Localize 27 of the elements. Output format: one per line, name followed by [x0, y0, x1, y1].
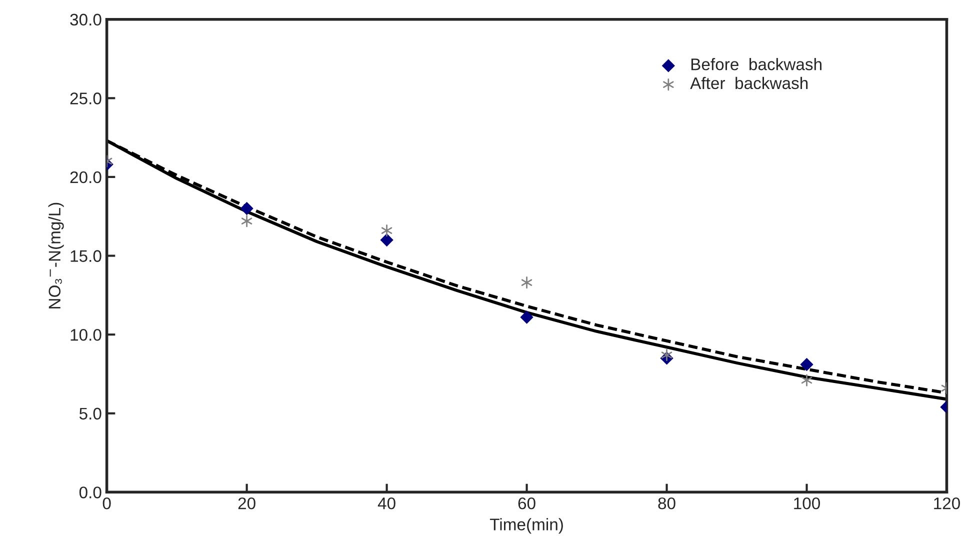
point	[380, 233, 394, 247]
point	[521, 276, 532, 289]
x-axis-title: Time(min)	[490, 518, 563, 534]
point	[241, 215, 252, 228]
point	[240, 202, 254, 216]
y-tick-label: 20.0	[70, 171, 102, 184]
x-tick-label: 20	[238, 497, 256, 510]
point	[801, 374, 812, 386]
x-tick-label: 100	[794, 497, 820, 510]
x-tick-label: 40	[378, 497, 396, 510]
x-tick-label: 0	[102, 497, 111, 510]
y-tick-label: 10.0	[70, 328, 102, 341]
legend-label: After backwash	[690, 76, 808, 90]
y-axis-title: NO₃$^{−}$-N(mg/L)	[48, 202, 64, 308]
x-tick-label: 120	[934, 497, 960, 510]
x-tick-label: 60	[518, 497, 536, 510]
y-tick-label: 15.0	[70, 250, 102, 262]
y-tick-label: 5.0	[79, 408, 102, 420]
legend-label: Before backwash	[691, 58, 822, 70]
y-tick-label: 0.0	[79, 486, 102, 498]
point	[381, 224, 392, 237]
point	[520, 310, 534, 324]
x-tick-label: 80	[658, 497, 676, 510]
point	[800, 358, 814, 372]
y-tick-label: 30.0	[70, 14, 102, 26]
point	[661, 348, 672, 362]
y-tick-label: 25.0	[70, 92, 102, 104]
